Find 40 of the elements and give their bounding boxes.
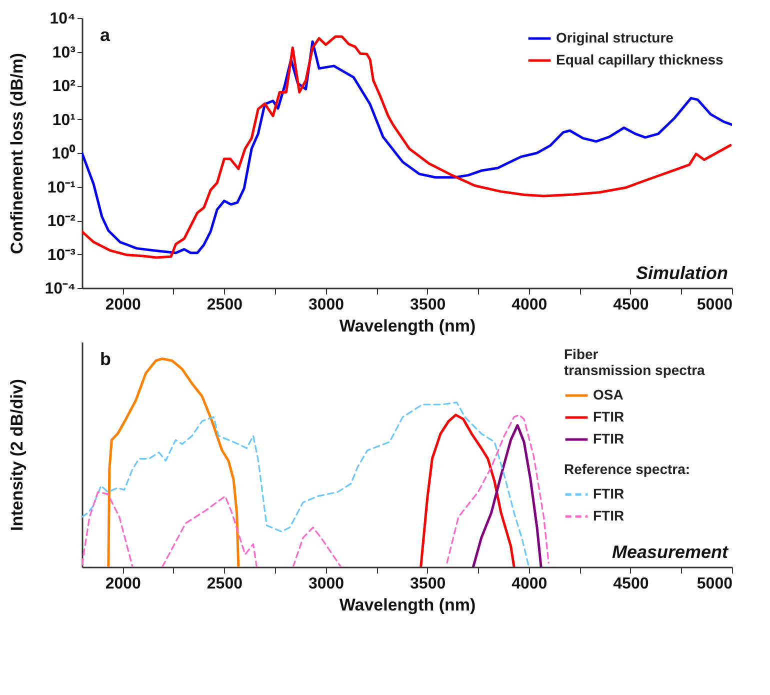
x-tick-label: 2500 [206,296,243,314]
annotation: Measurement [612,542,729,562]
y-tick-label: 10¹ [52,112,76,129]
legend-label: FTIR [593,508,624,524]
x-tick-label: 4000 [512,296,548,314]
x-axis-title: Wavelength (nm) [339,316,476,336]
y-tick-label: 10⁻¹ [47,179,76,196]
legend-title: Fiber transmission spectra [564,346,706,378]
x-tick-label: 2000 [105,576,142,592]
legend-label: OSA [593,386,624,402]
x-tick-label: 4500 [613,576,649,592]
y-tick-label: 10⁴ [50,10,76,28]
x-tick-label: 3500 [410,296,446,314]
x-tick-label: 3000 [308,296,344,314]
y-axis-title: Intensity (2 dB/div) [8,378,26,532]
x-tick-label: 5000 [696,296,733,314]
y-axis-title: Confinement loss (dB/m) [8,52,26,254]
legend-label: Equal capillary thickness [556,52,724,68]
annotation: Reference spectra: [564,461,690,477]
y-tick-label: 10⁻⁴ [44,280,76,298]
x-tick-label: 5000 [696,576,733,592]
legend-label: FTIR [593,430,624,446]
annotation: Simulation [636,263,728,283]
legend-label: FTIR [593,486,624,502]
x-tick-label: 2500 [206,576,243,592]
x-axis-title: Wavelength (nm) [339,596,476,614]
x-tick-label: 2000 [105,296,142,314]
x-tick-label: 4000 [512,576,548,592]
y-tick-label: 10⁻² [47,213,76,230]
y-tick-label: 10⁻³ [47,246,76,264]
annotation: a [100,25,111,45]
legend-label: Original structure [556,30,674,46]
annotation: b [100,349,111,369]
y-tick-label: 10⁰ [52,144,76,162]
legend-label: FTIR [593,408,624,424]
x-tick-label: 4500 [613,296,649,314]
y-tick-label: 10³ [52,44,76,62]
x-tick-label: 3500 [410,576,446,592]
y-tick-label: 10² [52,78,76,95]
x-tick-label: 3000 [308,576,344,592]
